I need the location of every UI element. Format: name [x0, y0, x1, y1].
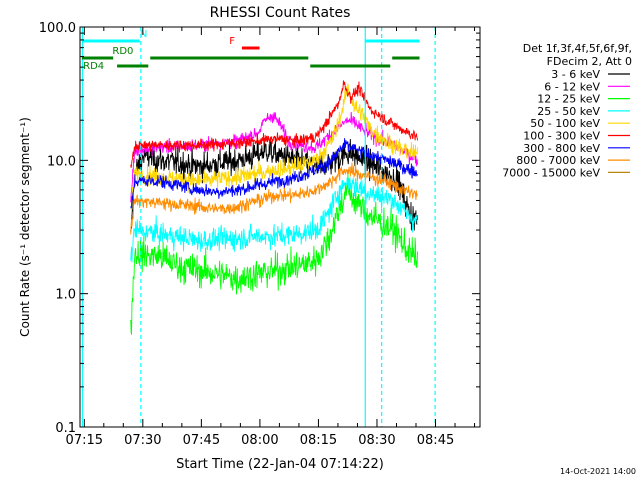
legend-label-4: 50 - 100 keV	[530, 117, 600, 130]
y-tick-label-0: 0.1	[55, 421, 76, 436]
series-line-3	[130, 177, 419, 263]
x-tick-label-2: 07:45	[183, 433, 220, 448]
footer-timestamp: 14-Oct-2021 14:00	[560, 467, 636, 476]
series-line-6	[130, 138, 418, 209]
x-tick-label-5: 08:30	[358, 433, 395, 448]
x-tick-label-0: 07:15	[66, 433, 103, 448]
y-tick-label-2: 10.0	[47, 154, 76, 169]
legend-label-3: 25 - 50 keV	[537, 105, 600, 118]
legend-header-line-2: FDecim 2, Att 0	[547, 55, 632, 68]
series-layer	[130, 80, 419, 335]
legend-label-7: 800 - 7000 keV	[516, 154, 600, 167]
segment-label-rd0: RD0	[112, 46, 133, 57]
y-tick-label-1: 1.0	[55, 288, 76, 303]
series-line-7	[130, 162, 418, 235]
x-tick-label-3: 08:00	[241, 433, 278, 448]
legend-label-6: 300 - 800 keV	[523, 142, 600, 155]
legend-label-2: 12 - 25 keV	[537, 93, 600, 106]
segment-label-rd4: RD4	[83, 61, 104, 72]
legend-label-5: 100 - 300 keV	[523, 130, 600, 143]
segment-label-n: N	[140, 29, 147, 40]
series-line-2	[130, 173, 419, 335]
x-axis: 07:15 07:30 07:45 08:00 08:15 08:30 08:45	[66, 27, 476, 448]
legend-label-8: 7000 - 15000 keV	[502, 166, 600, 179]
legend-label-1: 6 - 12 keV	[544, 80, 600, 93]
plot-frame	[79, 26, 481, 428]
legend: Det 1f,3f,4f,5f,6f,9f, FDecim 2, Att 0 3…	[502, 42, 632, 179]
y-axis-label: Count Rate (s⁻¹ detector segment⁻¹)	[18, 117, 32, 337]
x-tick-label-1: 07:30	[124, 433, 161, 448]
series-line-5	[130, 80, 419, 168]
annotation-layer: N F RD0 RD4	[81, 27, 436, 427]
x-tick-label-4: 08:15	[300, 433, 337, 448]
legend-header-line-1: Det 1f,3f,4f,5f,6f,9f,	[523, 42, 632, 55]
chart-title: RHESSI Count Rates	[210, 5, 351, 21]
legend-label-0: 3 - 6 keV	[551, 68, 600, 81]
x-tick-label-6: 08:45	[417, 433, 454, 448]
series-line-4	[130, 83, 419, 212]
y-tick-label-3: 100.0	[39, 21, 76, 36]
x-axis-label: Start Time (22-Jan-04 07:14:22)	[176, 457, 384, 472]
y-axis: 0.1 1.0 10.0 100.0	[39, 21, 480, 436]
segment-label-f: F	[229, 36, 235, 47]
